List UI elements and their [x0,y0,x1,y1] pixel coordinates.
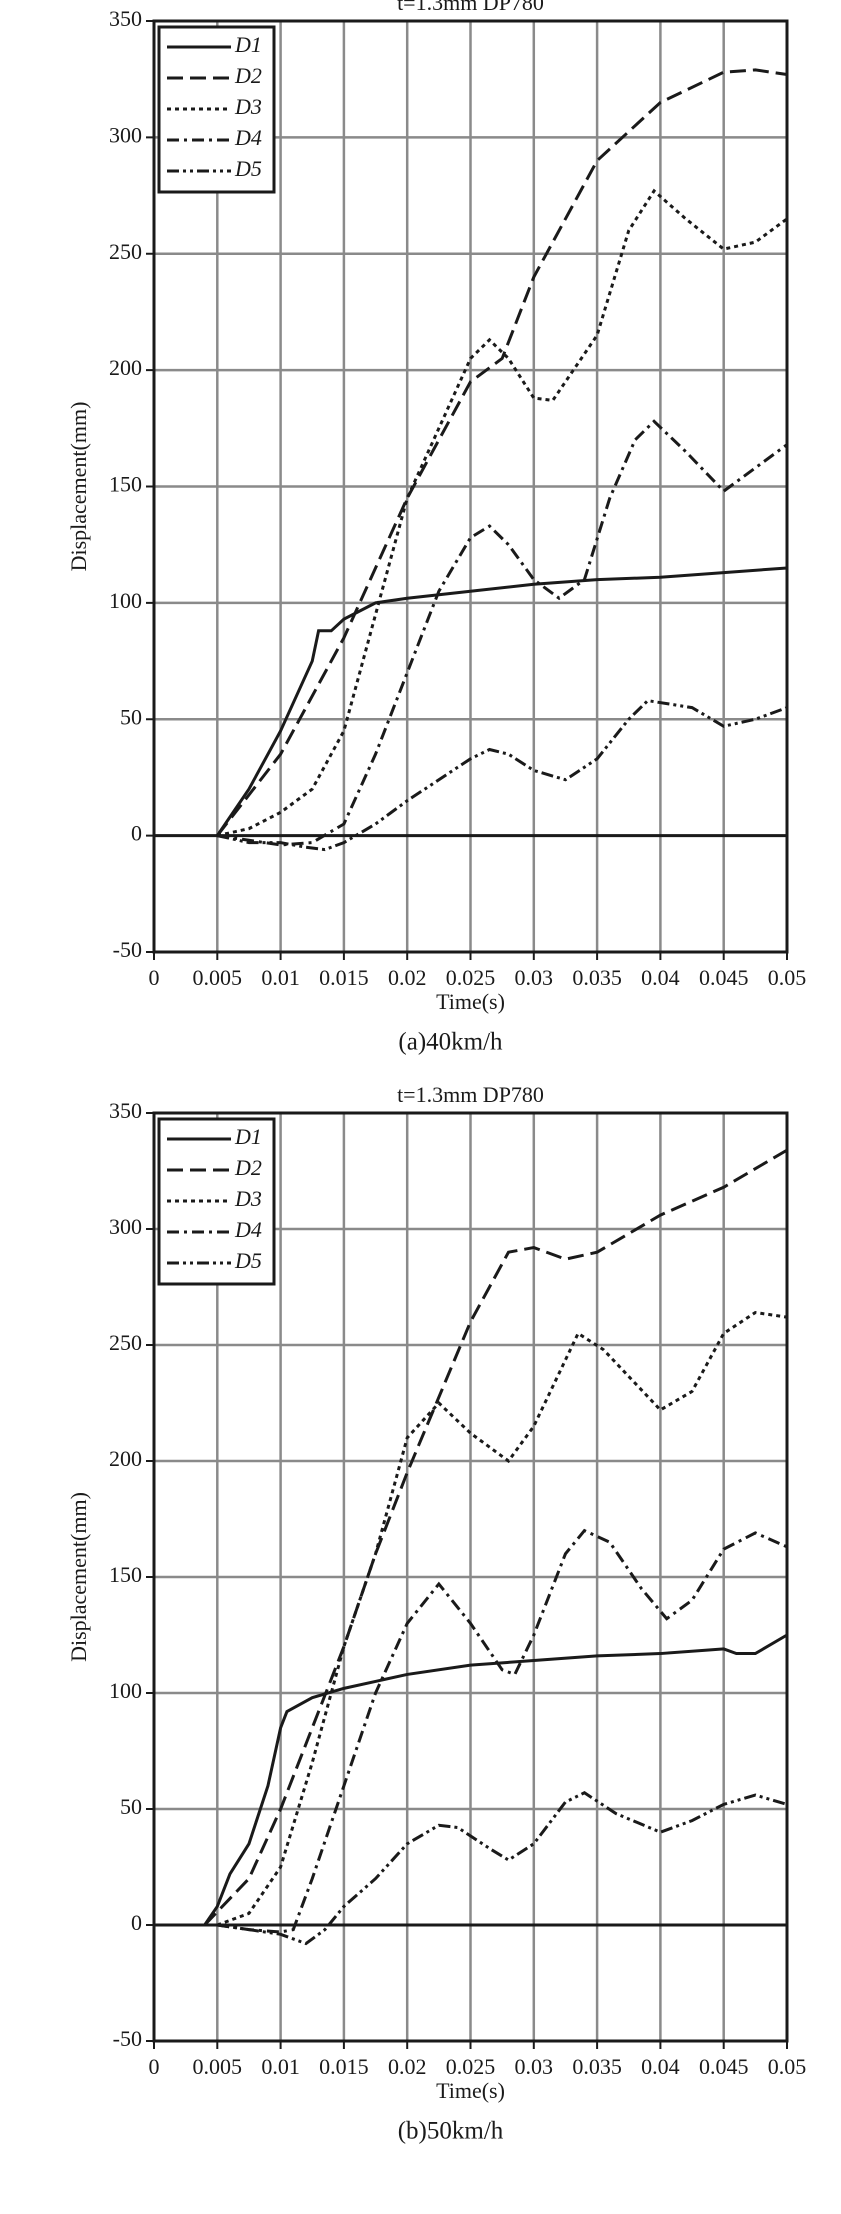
x-tick-label: 0.045 [699,965,749,990]
x-tick-label: 0.02 [388,2054,427,2079]
legend-label: D3 [234,1186,262,1211]
y-tick-label: 150 [109,1562,142,1587]
x-tick-label: 0.05 [768,2054,807,2079]
legend-label: D4 [234,125,262,150]
x-tick-label: 0.04 [641,2054,680,2079]
chart-title: t=1.3mm DP780 [397,1082,544,1107]
x-tick-label: 0.025 [446,965,496,990]
x-axis-label: Time(s) [436,989,505,1014]
chart: t=1.3mm DP780 0 0.005 0.01 0.015 0.02 0.025 0.0… [66,0,806,1056]
y-tick-label: 50 [120,1794,142,1819]
y-tick-label: 150 [109,472,142,497]
data-line [217,1528,788,1934]
x-tick-label: 0.01 [261,965,300,990]
y-tick-label: 50 [120,704,142,729]
x-tick-label: 0.035 [572,965,622,990]
x-tick-label: 0 [149,2054,160,2079]
data-line [216,566,788,837]
x-tick-label: 0.005 [193,965,243,990]
x-tick-label: 0.04 [641,965,680,990]
x-tick-label: 0.005 [193,2054,243,2079]
x-tick-label: 0.015 [319,965,369,990]
caption: (b)50km/h [398,2118,504,2145]
caption: (a)40km/h [398,1029,503,1056]
data-line [216,188,788,838]
data-line [216,1310,788,1927]
legend-label: D5 [234,156,262,181]
y-tick-label: -50 [113,937,142,962]
y-tick-label: -50 [113,2026,142,2051]
plot-border [152,1111,789,2043]
data-line [216,68,788,837]
x-tick-label: 0.025 [446,2054,496,2079]
x-tick-label: 0 [149,965,160,990]
data-line [216,699,788,852]
y-tick-label: 350 [109,1098,142,1123]
y-tick-label: 200 [109,355,142,380]
x-tick-label: 0.01 [261,2054,300,2079]
y-tick-label: 250 [109,1330,142,1355]
legend-label: D5 [234,1248,262,1273]
x-tick-label: 0.015 [319,2054,369,2079]
legend-label: D1 [234,1124,262,1149]
legend-label: D1 [234,32,262,57]
x-tick-label: 0.045 [699,2054,749,2079]
legend-label: D3 [234,94,262,119]
y-tick-label: 100 [109,1678,142,1703]
y-tick-label: 300 [109,1214,142,1239]
x-tick-label: 0.03 [515,2054,554,2079]
y-axis-label: Displacement(mm) [66,402,91,572]
data-line [217,419,788,847]
chart-title: t=1.3mm DP780 [397,0,544,15]
chart: t=1.3mm DP780 0 0.005 0.01 0.015 0.02 0.025 0.0… [66,1082,806,2145]
y-tick-label: 350 [109,6,142,31]
data-line [217,1791,788,1946]
y-tick-label: 100 [109,588,142,613]
y-tick-label: 0 [131,1910,142,1935]
legend-label: D4 [234,1217,262,1242]
y-tick-label: 200 [109,1446,142,1471]
y-axis-label: Displacement(mm) [66,1492,91,1662]
data-line [203,1148,788,1927]
legend-label: D2 [234,1155,262,1180]
x-axis-label: Time(s) [436,2078,505,2103]
plot-border [152,19,789,954]
x-tick-label: 0.035 [572,2054,622,2079]
x-tick-label: 0.03 [515,965,554,990]
data-line [203,1633,788,1926]
x-tick-label: 0.02 [388,965,427,990]
y-tick-label: 300 [109,122,142,147]
legend-label: D2 [234,63,262,88]
y-tick-label: 0 [131,821,142,846]
y-tick-label: 250 [109,239,142,264]
x-tick-label: 0.05 [768,965,807,990]
